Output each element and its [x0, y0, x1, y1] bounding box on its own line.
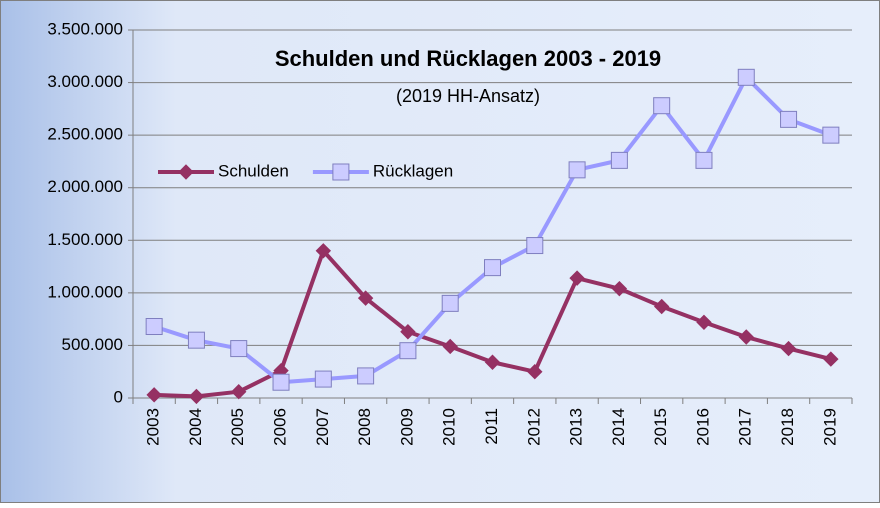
marker	[314, 370, 332, 388]
x-tick-label: 2019	[820, 408, 839, 446]
marker	[145, 318, 163, 336]
marker	[146, 387, 162, 403]
y-tick-label: 0	[114, 387, 123, 406]
marker	[695, 151, 713, 169]
marker	[484, 354, 501, 370]
x-tick-label: 2018	[778, 408, 797, 446]
marker	[526, 237, 544, 255]
x-tick-label: 2011	[482, 408, 501, 445]
marker	[568, 161, 586, 179]
marker	[610, 151, 628, 169]
x-tick-label: 2008	[355, 408, 374, 446]
marker	[737, 68, 755, 86]
y-tick-label: 2.000.000	[47, 177, 123, 196]
y-tick-label: 2.500.000	[47, 125, 123, 144]
x-tick-label: 2006	[271, 408, 290, 446]
x-tick-label: 2016	[693, 408, 712, 446]
marker	[484, 259, 501, 277]
legend-label: Schulden	[218, 161, 289, 180]
marker	[822, 126, 840, 144]
marker	[780, 340, 797, 357]
x-tick-label: 2014	[609, 408, 628, 446]
x-tick-label: 2012	[524, 408, 543, 446]
marker	[357, 290, 374, 306]
marker	[823, 351, 839, 367]
y-tick-label: 3.000.000	[47, 72, 123, 91]
x-tick-label: 2009	[397, 408, 416, 446]
marker	[230, 340, 248, 358]
marker	[569, 270, 585, 286]
y-tick-label: 1.500.000	[47, 230, 123, 249]
marker	[527, 364, 543, 380]
marker	[399, 342, 417, 360]
x-tick-label: 2007	[313, 408, 332, 446]
y-tick-label: 3.500.000	[47, 19, 123, 38]
marker	[696, 314, 712, 331]
marker	[272, 373, 290, 391]
marker	[653, 97, 671, 115]
y-tick-label: 500.000	[62, 335, 123, 354]
marker	[653, 298, 670, 315]
marker	[780, 110, 798, 128]
x-tick-label: 2017	[736, 408, 755, 446]
marker	[738, 329, 754, 345]
chart-subtitle: (2019 HH-Ansatz)	[396, 86, 540, 106]
x-tick-label: 2003	[144, 408, 163, 446]
legend-label: Rücklagen	[373, 161, 453, 180]
marker	[357, 367, 375, 385]
marker	[611, 280, 628, 297]
marker	[187, 331, 205, 349]
marker	[332, 163, 350, 181]
x-tick-label: 2015	[651, 408, 670, 446]
marker	[315, 243, 332, 259]
marker	[400, 324, 416, 340]
marker	[188, 388, 205, 405]
y-tick-label: 1.000.000	[47, 282, 123, 301]
x-tick-label: 2004	[186, 408, 205, 446]
marker	[442, 338, 458, 355]
x-tick-label: 2013	[567, 408, 586, 446]
marker	[231, 383, 247, 400]
chart-title: Schulden und Rücklagen 2003 - 2019	[275, 46, 661, 71]
x-tick-label: 2005	[228, 408, 247, 446]
marker	[178, 164, 194, 180]
marker	[441, 294, 459, 312]
x-tick-label: 2010	[440, 408, 459, 446]
